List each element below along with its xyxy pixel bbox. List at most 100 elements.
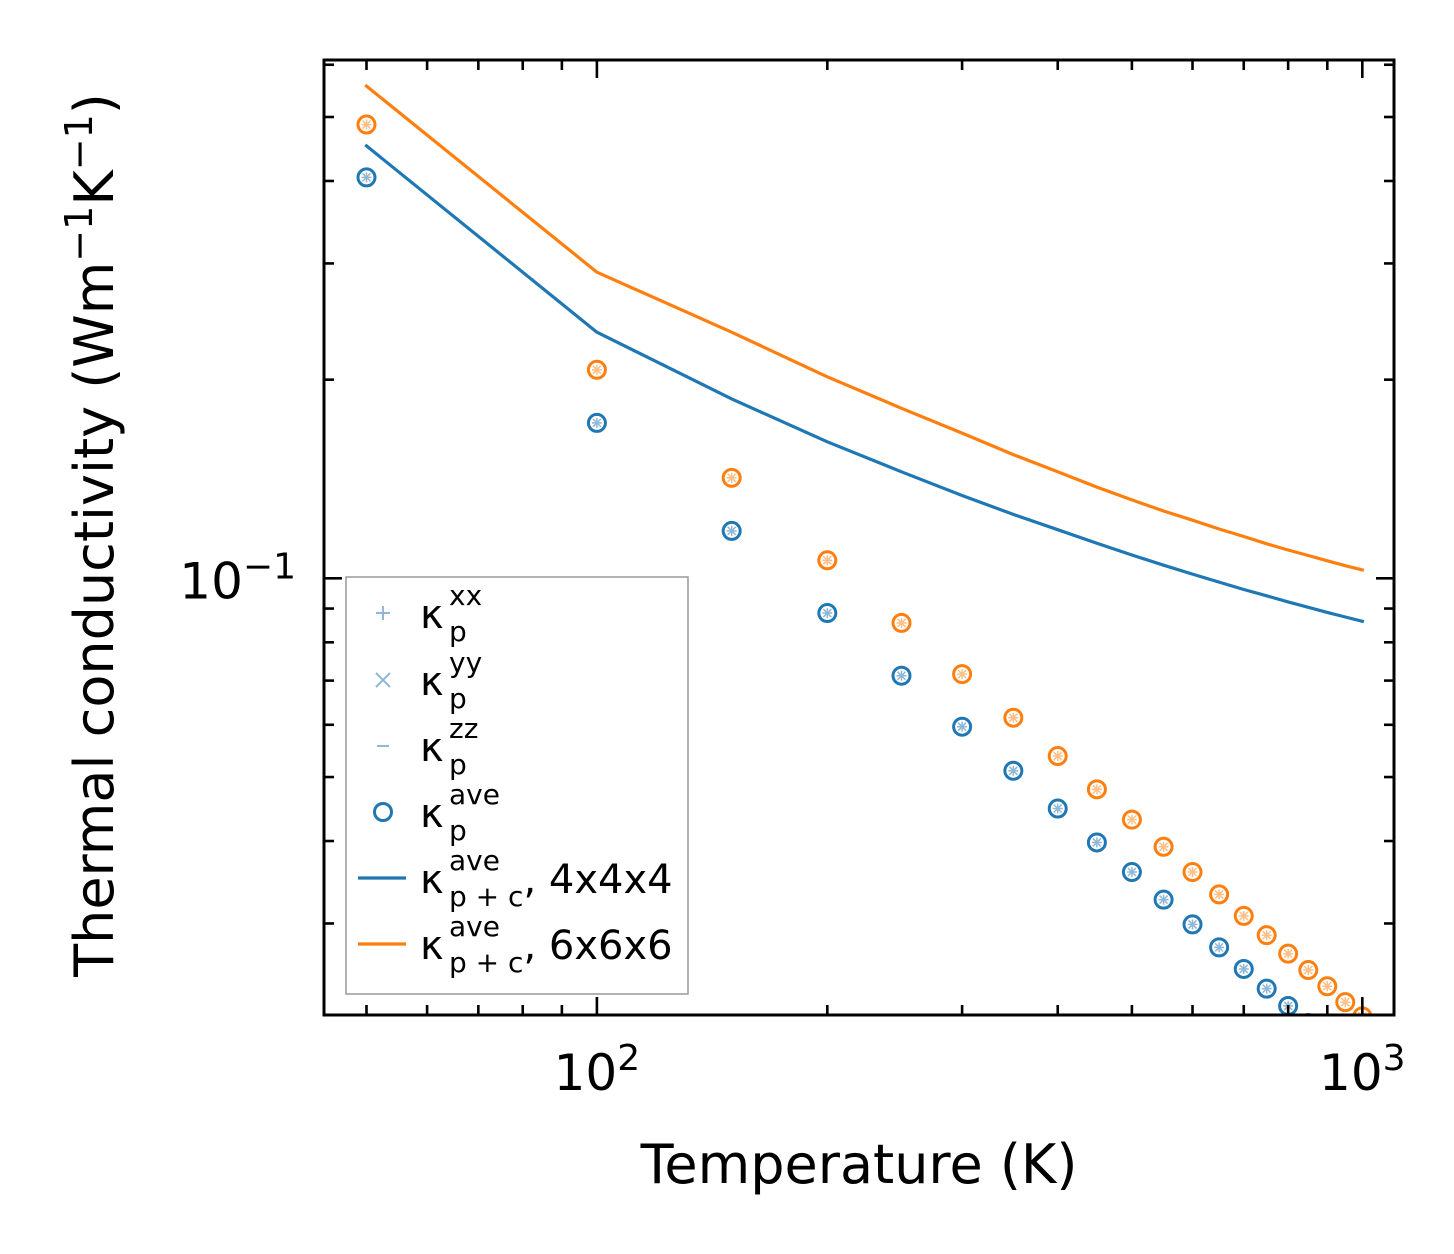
data-point-0-12 xyxy=(1209,937,1230,958)
point-mark-circle xyxy=(1047,746,1068,767)
y-tick-label-0: 10−1 xyxy=(179,546,296,610)
point-mark-circle xyxy=(952,664,973,685)
point-mark-circle xyxy=(1003,760,1024,781)
point-mark-circle xyxy=(1256,925,1277,946)
point-mark-cross-b xyxy=(1239,964,1249,974)
point-mark-cross-b xyxy=(1127,815,1137,825)
data-point-0-11 xyxy=(1182,914,1203,935)
point-mark-circle xyxy=(721,520,742,541)
point-mark-circle xyxy=(1209,937,1230,958)
legend-label-sub: p xyxy=(449,615,467,648)
legend-label-sup: xx xyxy=(449,579,482,612)
legend-label-sup: ave xyxy=(449,778,500,811)
point-mark-circle xyxy=(1209,884,1230,905)
point-mark-circle xyxy=(1298,960,1319,981)
legend-label-base: κ xyxy=(420,857,444,903)
legend-item-0: κ xx p xyxy=(376,579,482,648)
point-mark-cross-b xyxy=(957,669,967,679)
y-tick-label-base: 10 xyxy=(179,552,243,610)
legend-label-2: κ zz p xyxy=(420,712,478,781)
point-mark-circle xyxy=(817,603,838,624)
data-point-1-4 xyxy=(891,612,912,633)
legend-label-sup: ave xyxy=(449,910,500,943)
point-mark-circle xyxy=(356,114,377,135)
point-mark-circle xyxy=(891,665,912,686)
point-mark-cross-b xyxy=(1214,889,1224,899)
data-point-1-1 xyxy=(586,359,607,380)
point-mark-circle xyxy=(1153,889,1174,910)
point-mark-cross-b xyxy=(1008,766,1018,776)
data-point-1-9 xyxy=(1121,809,1142,830)
legend-label-sub: p + c xyxy=(449,880,523,913)
x-tick-label-0: 102 xyxy=(554,1038,641,1102)
point-mark-cross-b xyxy=(957,722,967,732)
point-mark-circle xyxy=(1047,798,1068,819)
legend-label-base: κ xyxy=(420,725,444,771)
point-mark-circle xyxy=(1233,905,1254,926)
legend-label-1: κ yy p xyxy=(420,646,482,715)
point-mark-cross-b xyxy=(1008,713,1018,723)
legend-item-5: κ ave p + c, 6x6x6 xyxy=(358,910,673,979)
point-mark-cross-b xyxy=(896,618,907,628)
point-mark-circle xyxy=(721,467,742,488)
data-point-0-14 xyxy=(1256,978,1277,999)
point-mark-circle xyxy=(891,612,912,633)
plot-content xyxy=(356,83,1373,1015)
plot-area xyxy=(356,83,1373,1015)
y-axis-label-sup: −1 xyxy=(57,206,101,262)
x-tick-label-exponent: 2 xyxy=(617,1038,640,1079)
point-mark-cross-b xyxy=(1092,784,1102,794)
point-mark-cross-b xyxy=(1322,981,1332,991)
point-mark-cross-b xyxy=(1262,984,1272,994)
point-mark-cross-b xyxy=(1053,803,1063,814)
point-mark-cross-b xyxy=(1283,949,1293,959)
point-mark-circle xyxy=(1086,779,1107,800)
point-mark-circle xyxy=(586,412,607,433)
legend-label-sup: yy xyxy=(449,646,482,679)
data-point-1-5 xyxy=(952,664,973,685)
legend-label-sub: p xyxy=(449,748,467,781)
y-tick-label-exponent: −1 xyxy=(243,546,296,587)
point-mark-cross-b xyxy=(1262,930,1272,940)
point-mark-circle xyxy=(1317,976,1338,997)
data-point-0-10 xyxy=(1153,889,1174,910)
point-mark-circle xyxy=(1233,958,1254,979)
point-mark-circle xyxy=(1335,992,1356,1013)
data-point-0-3 xyxy=(817,603,838,624)
data-point-1-13 xyxy=(1233,905,1254,926)
data-point-0-6 xyxy=(1003,760,1024,781)
legend-label-suffix: , 4x4x4 xyxy=(523,857,672,903)
legend-cross-icon-b xyxy=(375,672,391,688)
point-mark-circle xyxy=(1003,707,1024,728)
point-mark-cross-b xyxy=(361,172,372,182)
data-point-0-2 xyxy=(721,520,742,541)
data-point-1-10 xyxy=(1153,836,1174,857)
point-mark-cross-b xyxy=(1187,867,1198,877)
point-mark-circle xyxy=(586,359,607,380)
legend-label-3: κ ave p xyxy=(420,778,500,847)
data-point-1-15 xyxy=(1278,943,1299,964)
legend-item-2: κ zz p xyxy=(377,712,478,781)
series-line-2 xyxy=(364,143,1365,624)
axis-ticks xyxy=(324,60,1394,1015)
point-mark-cross-b xyxy=(1303,965,1313,975)
y-axis-label-part: Thermal conductivity (Wm xyxy=(63,262,126,978)
legend-label-4: κ ave p + c, 4x4x4 xyxy=(420,844,673,913)
legend-circle-icon xyxy=(373,802,393,822)
y-axis-label-sup: −1 xyxy=(57,114,101,170)
point-mark-cross-b xyxy=(822,555,832,565)
point-mark-cross-b xyxy=(727,473,737,483)
point-mark-circle xyxy=(1121,809,1142,830)
data-point-1-11 xyxy=(1182,862,1203,883)
point-mark-cross-b xyxy=(592,365,602,375)
data-point-1-8 xyxy=(1086,779,1107,800)
data-point-1-16 xyxy=(1298,960,1319,981)
point-mark-cross-b xyxy=(1159,842,1169,852)
data-point-0-0 xyxy=(356,167,377,188)
point-mark-circle xyxy=(356,167,377,188)
x-tick-label-1: 103 xyxy=(1319,1038,1406,1102)
data-point-1-12 xyxy=(1209,884,1230,905)
